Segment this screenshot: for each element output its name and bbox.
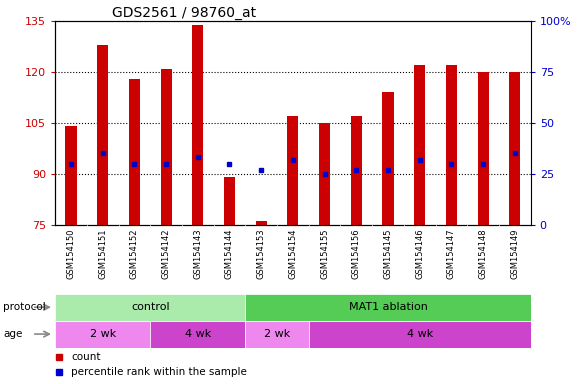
Text: 2 wk: 2 wk [89,329,116,339]
Text: GSM154142: GSM154142 [162,228,171,279]
Bar [97,45,108,225]
Bar [287,116,299,225]
Text: GSM154155: GSM154155 [320,228,329,279]
Bar [382,92,394,225]
Text: GSM154150: GSM154150 [67,228,75,279]
Text: GSM154153: GSM154153 [257,228,266,279]
Bar [509,72,520,225]
Text: GSM154147: GSM154147 [447,228,456,279]
Bar [446,65,457,225]
Text: GSM154146: GSM154146 [415,228,424,279]
Text: 4 wk: 4 wk [407,329,433,339]
Bar [55,321,150,348]
Text: control: control [131,302,169,312]
Text: GSM154152: GSM154152 [130,228,139,279]
Bar [192,25,204,225]
Text: 4 wk: 4 wk [184,329,211,339]
Text: count: count [71,352,101,362]
Text: GSM154148: GSM154148 [478,228,488,279]
Text: protocol: protocol [3,302,46,312]
Bar [161,69,172,225]
Bar [414,65,425,225]
Bar [319,123,330,225]
Bar [245,321,309,348]
Text: percentile rank within the sample: percentile rank within the sample [71,367,247,377]
Bar [256,221,267,225]
Bar [245,294,531,321]
Text: age: age [3,329,22,339]
Bar [351,116,362,225]
Text: MAT1 ablation: MAT1 ablation [349,302,427,312]
Text: GSM154154: GSM154154 [288,228,298,279]
Bar [309,321,531,348]
Bar [66,126,77,225]
Bar [477,72,489,225]
Text: GSM154143: GSM154143 [193,228,202,279]
Text: GSM154151: GSM154151 [98,228,107,279]
Bar [224,177,235,225]
Text: 2 wk: 2 wk [264,329,290,339]
Text: GDS2561 / 98760_at: GDS2561 / 98760_at [112,6,256,20]
Text: GSM154156: GSM154156 [352,228,361,279]
Text: GSM154149: GSM154149 [510,228,519,279]
Bar [129,79,140,225]
Text: GSM154144: GSM154144 [225,228,234,279]
Bar [150,321,245,348]
Bar [55,294,245,321]
Text: GSM154145: GSM154145 [383,228,393,279]
